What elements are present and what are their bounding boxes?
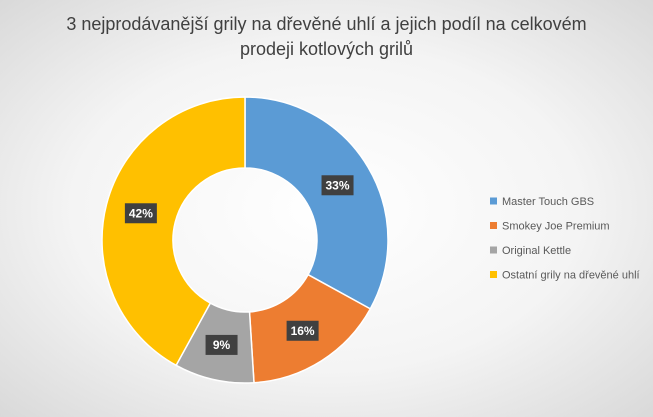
data-label: 9% xyxy=(213,338,231,352)
legend-label: Ostatní grily na dřevěné uhlí xyxy=(502,269,640,281)
legend-swatch xyxy=(490,271,497,278)
legend-swatch xyxy=(490,222,497,229)
legend-label: Original Kettle xyxy=(502,245,571,257)
legend-label: Master Touch GBS xyxy=(502,196,594,208)
chart-title: 3 nejprodávanější grily na dřevěné uhlí … xyxy=(66,14,587,59)
data-label: 42% xyxy=(129,206,153,220)
legend-label: Smokey Joe Premium xyxy=(502,220,610,232)
data-label-box xyxy=(124,203,157,224)
data-label: 16% xyxy=(291,324,315,338)
data-label: 33% xyxy=(326,178,350,192)
data-label-box xyxy=(321,175,354,196)
legend-swatch xyxy=(490,246,497,254)
donut-segment xyxy=(101,96,246,367)
data-label-box xyxy=(286,320,319,341)
donut-segment xyxy=(244,96,389,310)
legend-swatch xyxy=(490,197,497,205)
data-label-box xyxy=(205,334,238,355)
